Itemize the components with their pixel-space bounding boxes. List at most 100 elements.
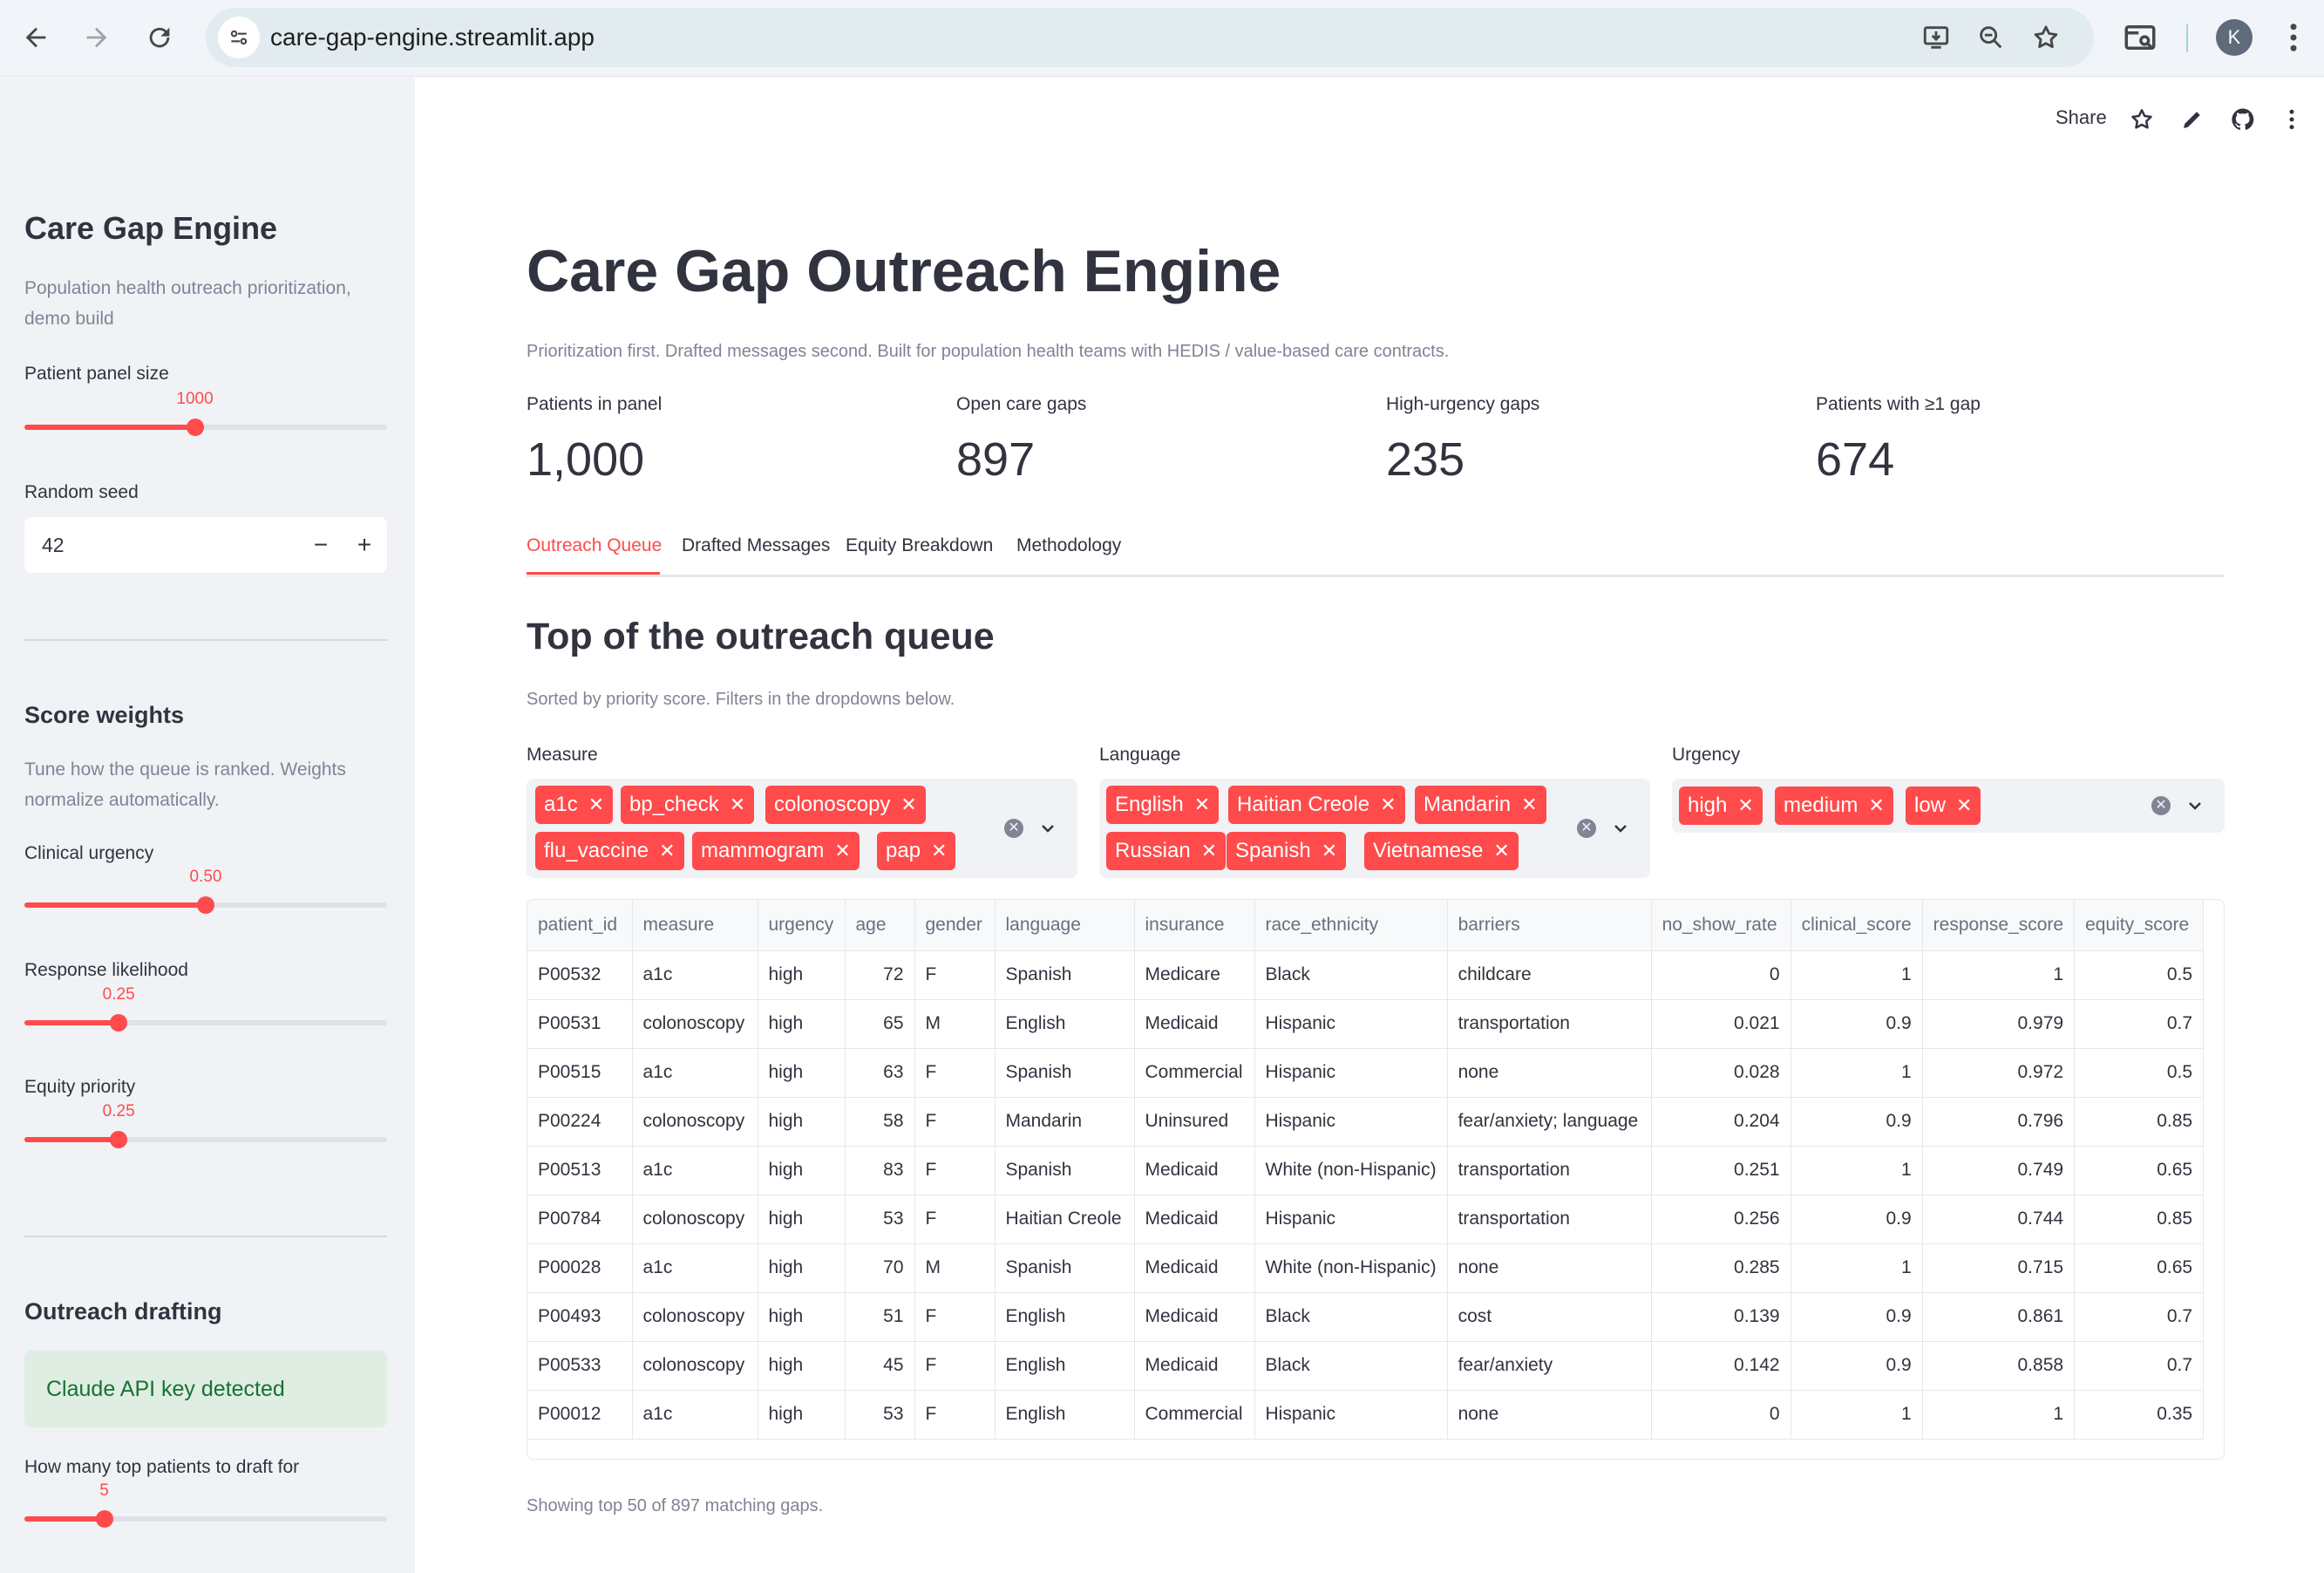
table-cell[interactable]: F: [914, 1390, 996, 1440]
table-cell[interactable]: 53: [845, 1195, 915, 1244]
column-header[interactable]: no_show_rate: [1651, 900, 1791, 951]
table-cell[interactable]: 0.65: [2074, 1243, 2205, 1293]
table-cell[interactable]: P00513: [527, 1146, 633, 1195]
remove-chip-icon[interactable]: ✕: [1200, 840, 1218, 861]
table-cell[interactable]: Medicaid: [1134, 1292, 1255, 1342]
clear-all-icon[interactable]: ✕: [1577, 819, 1596, 838]
table-cell[interactable]: 0.979: [1922, 999, 2076, 1049]
table-cell[interactable]: F: [914, 1292, 996, 1342]
table-cell[interactable]: fear/anxiety; language: [1447, 1097, 1652, 1147]
tab-methodology[interactable]: Methodology: [1016, 535, 1122, 555]
table-cell[interactable]: a1c: [632, 1390, 758, 1440]
remove-chip-icon[interactable]: ✕: [1521, 793, 1538, 815]
table-cell[interactable]: F: [914, 1146, 996, 1195]
table-cell[interactable]: high: [758, 950, 846, 1000]
table-cell[interactable]: 1: [1791, 1390, 1923, 1440]
table-cell[interactable]: English: [995, 999, 1135, 1049]
table-cell[interactable]: Medicare: [1134, 950, 1255, 1000]
remove-chip-icon[interactable]: ✕: [1380, 793, 1396, 815]
table-cell[interactable]: high: [758, 1243, 846, 1293]
forward-icon[interactable]: [75, 16, 119, 59]
table-cell[interactable]: Medicaid: [1134, 1195, 1255, 1244]
table-cell[interactable]: 0.35: [2074, 1390, 2205, 1440]
table-cell[interactable]: high: [758, 1341, 846, 1391]
table-cell[interactable]: colonoscopy: [632, 1292, 758, 1342]
column-header[interactable]: barriers: [1447, 900, 1652, 951]
chevron-down-icon[interactable]: [1037, 818, 1058, 839]
table-row[interactable]: P00493 colonoscopy high 51 F English Medicaid B…: [527, 1292, 2205, 1342]
table-cell[interactable]: 0.7: [2074, 1341, 2205, 1391]
table-row[interactable]: P00028 a1c high 70 M Spanish Medicaid White (no…: [527, 1243, 2205, 1293]
table-cell[interactable]: transportation: [1447, 1146, 1652, 1195]
table-cell[interactable]: 0.021: [1651, 999, 1791, 1049]
table-cell[interactable]: a1c: [632, 1146, 758, 1195]
decrement-button[interactable]: −: [313, 531, 329, 558]
random-seed-input[interactable]: 42 − +: [24, 517, 387, 573]
table-cell[interactable]: F: [914, 1341, 996, 1391]
table-cell[interactable]: 0.972: [1922, 1048, 2076, 1098]
clear-all-icon[interactable]: ✕: [1004, 819, 1023, 838]
table-cell[interactable]: 0.256: [1651, 1195, 1791, 1244]
table-cell[interactable]: English: [995, 1292, 1135, 1342]
table-cell[interactable]: transportation: [1447, 999, 1652, 1049]
table-cell[interactable]: 51: [845, 1292, 915, 1342]
column-header[interactable]: insurance: [1134, 900, 1255, 951]
search-tabs-icon[interactable]: [2122, 19, 2158, 56]
chip-flu-vaccine[interactable]: flu_vaccine ✕: [535, 832, 684, 870]
table-cell[interactable]: 0.861: [1922, 1292, 2076, 1342]
column-header[interactable]: age: [845, 900, 915, 951]
table-cell[interactable]: 1: [1791, 1048, 1923, 1098]
remove-chip-icon[interactable]: ✕: [588, 793, 605, 815]
table-cell[interactable]: Spanish: [995, 1243, 1135, 1293]
table-cell[interactable]: 0.5: [2074, 950, 2205, 1000]
remove-chip-icon[interactable]: ✕: [1956, 794, 1973, 816]
table-cell[interactable]: Hispanic: [1254, 1390, 1448, 1440]
table-cell[interactable]: 0.285: [1651, 1243, 1791, 1293]
table-row[interactable]: P00012 a1c high 53 F English Commercial Hispani…: [527, 1390, 2205, 1440]
table-cell[interactable]: 0.85: [2074, 1097, 2205, 1147]
favorite-star-icon[interactable]: [2129, 106, 2155, 133]
column-header[interactable]: measure: [632, 900, 758, 951]
column-header[interactable]: urgency: [758, 900, 846, 951]
back-icon[interactable]: [14, 16, 58, 59]
table-cell[interactable]: colonoscopy: [632, 1097, 758, 1147]
bookmark-star-icon[interactable]: [2031, 23, 2061, 52]
edit-pencil-icon[interactable]: [2179, 106, 2205, 133]
random-seed-value[interactable]: 42: [42, 534, 65, 556]
url-text[interactable]: care-gap-engine.streamlit.app: [270, 24, 595, 51]
table-cell[interactable]: a1c: [632, 1048, 758, 1098]
table-row[interactable]: P00513 a1c high 83 F Spanish Medicaid White (no…: [527, 1146, 2205, 1195]
table-row[interactable]: P00784 colonoscopy high 53 F Haitian Creole Me…: [527, 1195, 2205, 1244]
chip-medium[interactable]: medium ✕: [1775, 786, 1893, 825]
table-cell[interactable]: F: [914, 1195, 996, 1244]
table-cell[interactable]: 0: [1651, 1390, 1791, 1440]
column-header[interactable]: language: [995, 900, 1135, 951]
table-cell[interactable]: 0.9: [1791, 1195, 1923, 1244]
table-cell[interactable]: fear/anxiety: [1447, 1341, 1652, 1391]
table-cell[interactable]: P00515: [527, 1048, 633, 1098]
table-cell[interactable]: childcare: [1447, 950, 1652, 1000]
table-cell[interactable]: Hispanic: [1254, 999, 1448, 1049]
table-cell[interactable]: P00784: [527, 1195, 633, 1244]
reload-icon[interactable]: [138, 16, 181, 59]
table-cell[interactable]: 0: [1651, 950, 1791, 1000]
table-cell[interactable]: 0.65: [2074, 1146, 2205, 1195]
table-cell[interactable]: F: [914, 1097, 996, 1147]
table-cell[interactable]: colonoscopy: [632, 1195, 758, 1244]
table-cell[interactable]: P00028: [527, 1243, 633, 1293]
table-cell[interactable]: 1: [1922, 1390, 2076, 1440]
table-cell[interactable]: English: [995, 1390, 1135, 1440]
table-cell[interactable]: Hispanic: [1254, 1195, 1448, 1244]
remove-chip-icon[interactable]: ✕: [931, 840, 948, 861]
chip-spanish[interactable]: Spanish ✕: [1227, 832, 1347, 870]
table-cell[interactable]: 1: [1791, 1146, 1923, 1195]
table-cell[interactable]: Haitian Creole: [995, 1195, 1135, 1244]
tab-outreach-queue[interactable]: Outreach Queue: [527, 535, 663, 555]
site-settings-icon[interactable]: [218, 17, 260, 58]
chip-english[interactable]: English ✕: [1106, 786, 1220, 824]
app-menu-icon[interactable]: [2279, 106, 2305, 133]
remove-chip-icon[interactable]: ✕: [1737, 794, 1754, 816]
address-bar[interactable]: care-gap-engine.streamlit.app: [206, 8, 2094, 67]
chevron-down-icon[interactable]: [1610, 818, 1631, 839]
slider-thumb[interactable]: [95, 1510, 113, 1528]
